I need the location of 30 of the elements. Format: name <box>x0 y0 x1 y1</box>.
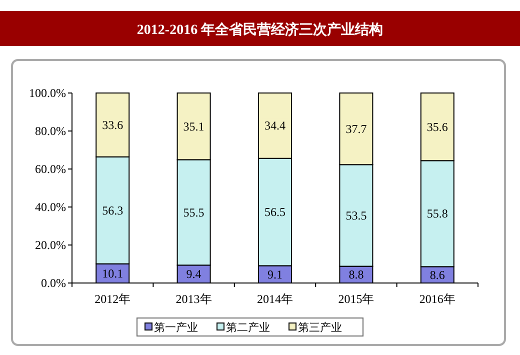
y-tick-label: 20.0% <box>35 238 66 252</box>
data-label: 55.5 <box>183 205 204 220</box>
data-label: 56.3 <box>102 203 124 218</box>
data-label: 9.4 <box>186 267 202 282</box>
y-tick-label: 0.0% <box>41 276 66 290</box>
data-label: 35.1 <box>183 119 204 134</box>
legend-label: 第二产业 <box>226 321 270 334</box>
data-label: 53.5 <box>346 208 367 222</box>
data-label: 35.6 <box>426 120 448 134</box>
x-tick-label: 2016年 <box>419 292 456 306</box>
data-label: 37.7 <box>346 122 367 136</box>
x-tick-label: 2014年 <box>257 292 293 306</box>
x-tick-label: 2012年 <box>94 292 131 306</box>
legend-label: 第三产业 <box>298 321 342 334</box>
y-tick-label: 80.0% <box>35 124 66 138</box>
data-label: 56.5 <box>264 205 286 220</box>
data-label: 34.4 <box>264 118 286 133</box>
y-tick-label: 60.0% <box>35 162 66 176</box>
x-tick-label: 2015年 <box>338 292 374 306</box>
data-label: 55.8 <box>426 206 448 221</box>
legend-label: 第一产业 <box>154 321 198 334</box>
x-tick-label: 2013年 <box>176 292 212 306</box>
data-label: 8.6 <box>430 268 445 282</box>
data-label: 9.1 <box>268 267 282 282</box>
data-label: 10.1 <box>102 266 124 280</box>
chart-title: 2012-2016 年全省民营经济三次产业结构 <box>136 21 384 38</box>
y-tick-label: 100.0% <box>29 86 66 100</box>
data-label: 8.8 <box>348 268 364 282</box>
y-tick-label: 40.0% <box>35 200 66 214</box>
data-label: 33.6 <box>102 118 124 132</box>
